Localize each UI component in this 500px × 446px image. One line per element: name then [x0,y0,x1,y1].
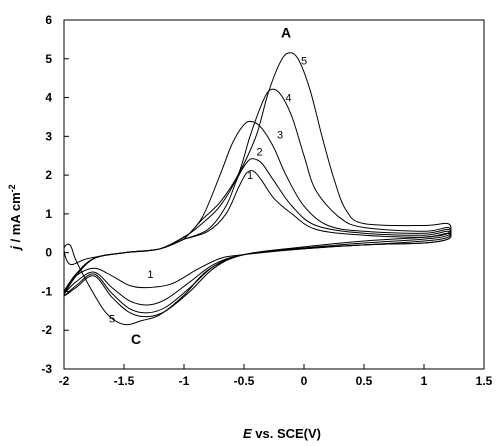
y-tick-label: 4 [45,91,52,105]
curve-label-1: 1 [247,170,253,182]
curve-label-5: 5 [301,56,307,68]
curve-label-5: 5 [109,313,115,325]
peak-label-A: A [281,24,291,40]
x-tick-label: -0.5 [234,374,255,388]
x-tick-label: 0.5 [356,374,373,388]
curve-label-4: 4 [285,92,291,104]
cv-curve-4 [63,88,452,318]
x-tick-label: 1.5 [476,374,493,388]
y-tick-label: -1 [41,284,52,298]
curves-group [63,52,452,326]
curve-label-3: 3 [277,129,283,141]
y-tick-label: 3 [45,129,52,143]
cv-curve-2 [63,158,452,306]
plot-frame [63,19,485,370]
x-tick-label: -2 [59,374,70,388]
x-tick-label: -1 [179,374,190,388]
x-tick-label: 0 [301,374,308,388]
curve-label-1: 1 [147,269,153,281]
cv-curve-5 [63,52,452,326]
peak-label-C: C [131,331,141,347]
y-tick-label: 6 [45,13,52,27]
cv-curve-1 [63,169,452,292]
x-tick-label: -1.5 [114,374,135,388]
x-axis-title: E vs. SCE(V) [243,426,321,441]
curve-label-2: 2 [257,147,263,159]
y-tick-label: -3 [41,362,52,376]
y-tick-label: 5 [45,52,52,66]
y-tick-label: 0 [45,246,52,260]
y-tick-label: 1 [45,207,52,221]
y-axis-title: j / mA cm-2 [7,184,23,251]
x-tick-label: 1 [421,374,428,388]
y-tick-label: 2 [45,168,52,182]
y-tick-label: -2 [41,323,52,337]
